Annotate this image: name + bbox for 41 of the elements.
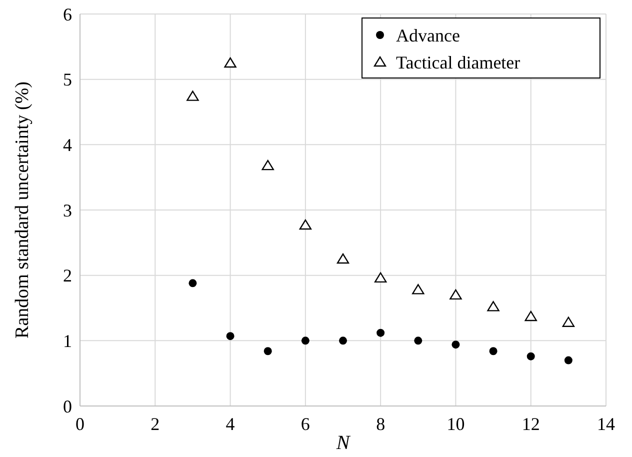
x-tick-label: 2 [150, 414, 160, 434]
x-tick-label: 12 [522, 414, 540, 434]
point [562, 316, 575, 327]
legend-label: Tactical diameter [396, 52, 520, 72]
point [186, 90, 199, 101]
x-tick-label: 14 [597, 414, 615, 434]
y-tick-label: 4 [63, 134, 72, 155]
point [262, 160, 274, 170]
point [376, 328, 385, 337]
y-tick-label: 2 [63, 266, 72, 286]
point [412, 284, 424, 294]
point [564, 356, 572, 364]
legend-label: Advance [396, 25, 460, 46]
point [524, 310, 537, 322]
point [188, 279, 197, 288]
point [374, 272, 387, 283]
x-tick-label: 10 [446, 414, 465, 434]
y-axis-title: Random standard uncertainty (%) [12, 82, 33, 338]
point [414, 336, 422, 345]
point [450, 289, 462, 300]
y-tick-label: 3 [63, 200, 72, 220]
x-tick-label: 0 [76, 414, 84, 434]
x-tick-label: 6 [300, 414, 310, 434]
point [301, 336, 310, 345]
x-axis-title: N [335, 432, 352, 454]
point [264, 347, 272, 356]
x-tick-label: 4 [226, 414, 235, 434]
point [526, 352, 535, 360]
point [452, 340, 460, 349]
point [489, 347, 498, 356]
y-tick-label: 1 [63, 330, 72, 351]
point [487, 301, 500, 312]
point [299, 219, 312, 230]
y-tick-label: 6 [63, 4, 72, 24]
y-tick-label: 0 [63, 396, 72, 416]
point [224, 57, 236, 68]
point [336, 253, 350, 264]
x-tick-label: 8 [376, 414, 386, 434]
point [339, 336, 347, 345]
y-tick-label: 5 [63, 70, 72, 90]
point [226, 332, 234, 340]
